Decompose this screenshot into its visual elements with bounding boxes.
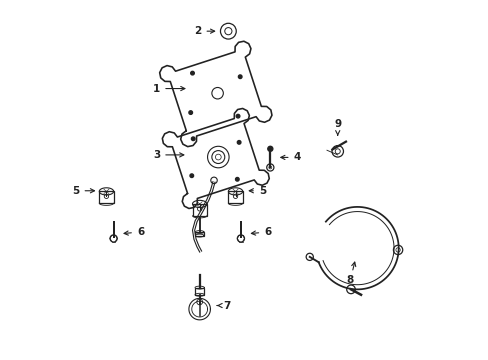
Polygon shape — [99, 192, 113, 203]
Text: 1: 1 — [153, 84, 184, 94]
Text: 7: 7 — [217, 301, 230, 311]
Circle shape — [267, 146, 272, 151]
Circle shape — [188, 111, 192, 114]
Text: 5: 5 — [72, 186, 94, 196]
Circle shape — [236, 114, 239, 118]
Text: 2: 2 — [194, 26, 214, 36]
Text: 3: 3 — [153, 150, 183, 160]
Text: 8: 8 — [346, 262, 355, 285]
Circle shape — [190, 71, 194, 75]
Text: 6: 6 — [251, 227, 271, 237]
Polygon shape — [192, 204, 206, 216]
Text: 4: 4 — [280, 152, 300, 162]
Polygon shape — [228, 192, 242, 203]
Circle shape — [237, 140, 241, 144]
Polygon shape — [195, 288, 204, 295]
Text: 9: 9 — [333, 120, 341, 135]
Circle shape — [190, 174, 193, 177]
Text: 5: 5 — [249, 186, 265, 196]
Circle shape — [191, 137, 195, 140]
Text: 6: 6 — [124, 227, 144, 237]
Circle shape — [235, 177, 239, 181]
Circle shape — [238, 75, 242, 78]
Polygon shape — [195, 232, 203, 235]
